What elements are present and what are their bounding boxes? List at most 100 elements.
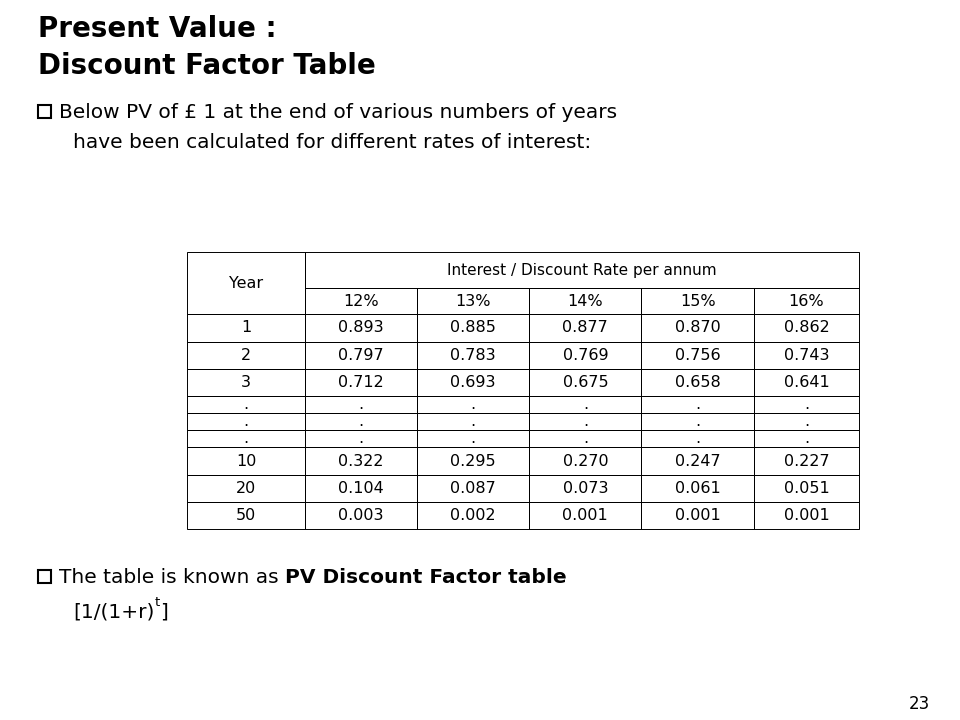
Bar: [529, 502, 641, 529]
Bar: [305, 413, 417, 431]
Bar: [754, 369, 859, 396]
Text: .: .: [358, 414, 364, 429]
Bar: [417, 341, 529, 369]
Bar: [641, 474, 754, 502]
Text: 0.658: 0.658: [675, 375, 720, 390]
Text: 0.693: 0.693: [450, 375, 496, 390]
Bar: [417, 447, 529, 474]
Bar: [754, 431, 859, 447]
Bar: [187, 369, 305, 396]
Text: .: .: [695, 414, 700, 429]
Text: 16%: 16%: [788, 294, 825, 309]
Text: 0.104: 0.104: [338, 481, 384, 495]
Text: .: .: [358, 431, 364, 446]
Text: Below PV of £ 1 at the end of various numbers of years: Below PV of £ 1 at the end of various nu…: [59, 103, 617, 122]
Bar: [187, 341, 305, 369]
Text: 0.001: 0.001: [675, 508, 720, 523]
Bar: [187, 252, 305, 315]
Text: ]: ]: [159, 603, 167, 622]
Text: 0.001: 0.001: [783, 508, 829, 523]
Bar: [641, 447, 754, 474]
Bar: [417, 369, 529, 396]
Text: 14%: 14%: [567, 294, 603, 309]
Bar: [754, 502, 859, 529]
Bar: [641, 315, 754, 341]
Text: 0.061: 0.061: [675, 481, 720, 495]
Bar: [529, 369, 641, 396]
Text: 0.002: 0.002: [450, 508, 496, 523]
Text: 0.877: 0.877: [563, 320, 609, 336]
Text: 0.087: 0.087: [450, 481, 496, 495]
Text: 3: 3: [241, 375, 251, 390]
Bar: [641, 369, 754, 396]
Bar: [187, 431, 305, 447]
Bar: [417, 288, 529, 315]
Bar: [417, 431, 529, 447]
Text: 0.783: 0.783: [450, 348, 496, 363]
Bar: [529, 474, 641, 502]
Bar: [417, 413, 529, 431]
Text: 0.769: 0.769: [563, 348, 609, 363]
Bar: [641, 502, 754, 529]
Text: .: .: [470, 414, 476, 429]
Text: .: .: [804, 414, 809, 429]
Text: .: .: [695, 397, 700, 412]
Text: Interest / Discount Rate per annum: Interest / Discount Rate per annum: [447, 263, 717, 277]
Bar: [417, 502, 529, 529]
Bar: [529, 447, 641, 474]
Text: .: .: [470, 431, 476, 446]
Bar: [187, 474, 305, 502]
Bar: [305, 474, 417, 502]
Text: 0.743: 0.743: [783, 348, 829, 363]
Bar: [187, 502, 305, 529]
Text: .: .: [470, 397, 476, 412]
Bar: [305, 502, 417, 529]
Bar: [305, 431, 417, 447]
Text: 0.675: 0.675: [563, 375, 609, 390]
Text: 12%: 12%: [343, 294, 379, 309]
Text: 15%: 15%: [680, 294, 715, 309]
Text: 0.641: 0.641: [783, 375, 829, 390]
Text: 10: 10: [236, 454, 256, 469]
Bar: [529, 413, 641, 431]
Bar: [529, 431, 641, 447]
Bar: [417, 315, 529, 341]
Bar: [529, 288, 641, 315]
Bar: [754, 413, 859, 431]
Bar: [641, 431, 754, 447]
Bar: [305, 369, 417, 396]
Text: 0.893: 0.893: [338, 320, 384, 336]
Text: t: t: [155, 596, 159, 609]
Bar: [754, 288, 859, 315]
Text: .: .: [583, 397, 588, 412]
Text: 0.295: 0.295: [450, 454, 496, 469]
Bar: [187, 315, 305, 341]
Text: 0.797: 0.797: [338, 348, 384, 363]
Text: 13%: 13%: [455, 294, 491, 309]
Bar: [529, 396, 641, 413]
Text: 0.870: 0.870: [675, 320, 720, 336]
Text: 0.227: 0.227: [783, 454, 829, 469]
Text: [1/(1+r): [1/(1+r): [73, 603, 155, 622]
Bar: [38, 570, 51, 583]
Text: 0.885: 0.885: [450, 320, 496, 336]
Bar: [641, 413, 754, 431]
Text: Year: Year: [228, 276, 263, 291]
Text: .: .: [804, 431, 809, 446]
Text: 0.756: 0.756: [675, 348, 720, 363]
Bar: [754, 396, 859, 413]
Bar: [754, 315, 859, 341]
Bar: [754, 447, 859, 474]
Text: The table is known as: The table is known as: [59, 568, 285, 587]
Bar: [754, 474, 859, 502]
Bar: [305, 252, 859, 288]
Text: have been calculated for different rates of interest:: have been calculated for different rates…: [73, 133, 591, 152]
Bar: [641, 341, 754, 369]
Bar: [305, 447, 417, 474]
Text: 0.003: 0.003: [338, 508, 384, 523]
Text: 0.270: 0.270: [563, 454, 609, 469]
Bar: [187, 447, 305, 474]
Text: .: .: [583, 414, 588, 429]
Text: 0.712: 0.712: [338, 375, 384, 390]
Text: 0.862: 0.862: [783, 320, 829, 336]
